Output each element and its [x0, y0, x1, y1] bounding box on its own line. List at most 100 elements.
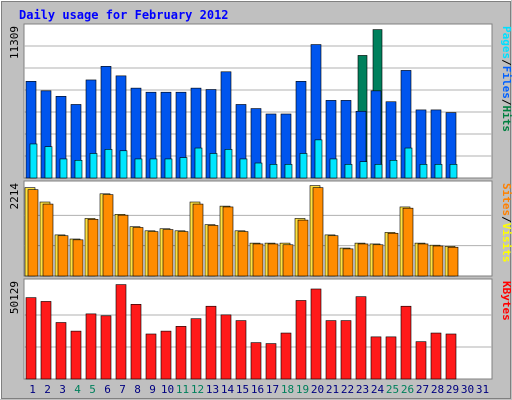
bar-pages-day-23: [359, 161, 368, 179]
panel-visits: 2214 Sites/Visits: [8, 180, 512, 277]
bar-pages-day-4: [74, 159, 83, 179]
bar-pages-day-28: [434, 164, 443, 179]
legend-kbytes: KBytes: [500, 281, 512, 321]
bar-kbytes-day-11: [175, 326, 187, 380]
x-tick-label-day-8: 8: [134, 383, 141, 396]
x-tick-label-day-26: 26: [401, 383, 414, 396]
bar-pages-day-18: [284, 164, 293, 179]
bar-sites-day-29: [447, 246, 459, 277]
legend-entry-kbytes: KBytes: [500, 281, 512, 321]
bar-pages-day-6: [104, 149, 113, 179]
bar-sites-day-19: [297, 219, 309, 277]
x-tick-label-day-3: 3: [59, 383, 66, 396]
legend-entry-sites: Sites: [500, 183, 512, 216]
bar-pages-day-13: [209, 153, 218, 179]
x-tick-label-day-20: 20: [311, 383, 324, 396]
bar-pages-day-8: [134, 158, 143, 179]
y-max-label-hits: 11309: [8, 26, 21, 59]
bar-sites-day-3: [57, 235, 69, 277]
bar-sites-day-16: [252, 243, 264, 277]
bar-kbytes-day-20: [310, 288, 322, 380]
bar-sites-day-5: [87, 218, 99, 277]
bar-sites-day-21: [327, 235, 339, 277]
x-tick-label-day-18: 18: [281, 383, 294, 396]
bar-pages-day-17: [269, 164, 278, 179]
bar-sites-day-6: [102, 194, 114, 277]
bar-pages-day-12: [194, 147, 203, 179]
bar-pages-day-16: [254, 162, 263, 179]
x-tick-label-day-22: 22: [341, 383, 354, 396]
legend-separator: /: [500, 59, 512, 66]
x-tick-label-day-25: 25: [386, 383, 399, 396]
bar-pages-day-5: [89, 153, 98, 179]
x-tick-label-day-2: 2: [44, 383, 51, 396]
x-tick-label-day-27: 27: [416, 383, 429, 396]
bar-sites-day-28: [432, 245, 444, 277]
y-max-label-kbytes: 50129: [8, 281, 21, 314]
x-tick-label-day-9: 9: [149, 383, 156, 396]
bar-pages-day-22: [344, 164, 353, 179]
bar-kbytes-day-4: [70, 330, 82, 380]
bar-kbytes-day-7: [115, 284, 127, 380]
bar-sites-day-15: [237, 231, 249, 277]
bar-kbytes-day-12: [190, 318, 202, 380]
bar-pages-day-11: [179, 157, 188, 179]
bar-kbytes-day-1: [25, 297, 37, 380]
x-tick-label-day-6: 6: [104, 383, 111, 396]
bar-pages-day-10: [164, 158, 173, 179]
chart-title: Daily usage for February 2012: [19, 8, 229, 22]
bar-pages-day-7: [119, 150, 128, 179]
x-tick-label-day-28: 28: [431, 383, 444, 396]
x-tick-label-day-7: 7: [119, 383, 126, 396]
bar-kbytes-day-25: [385, 336, 397, 380]
x-tick-label-day-11: 11: [176, 383, 189, 396]
bar-sites-day-8: [132, 227, 144, 277]
legend-entry-files: Files: [500, 66, 512, 99]
bar-pages-day-19: [299, 153, 308, 179]
bar-sites-day-4: [72, 239, 84, 277]
x-tick-label-day-24: 24: [371, 383, 385, 396]
bar-pages-day-24: [374, 164, 383, 179]
bar-sites-day-1: [27, 189, 39, 277]
legend-entry-hits: Hits: [500, 106, 512, 133]
bar-kbytes-day-14: [220, 314, 232, 380]
bar-sites-day-11: [177, 231, 189, 277]
bar-kbytes-day-18: [280, 332, 292, 380]
bar-pages-day-1: [29, 143, 38, 179]
bar-kbytes-day-23: [355, 296, 367, 380]
bar-sites-day-26: [402, 207, 414, 277]
bar-sites-day-7: [117, 214, 129, 277]
x-tick-label-day-10: 10: [161, 383, 174, 396]
bar-sites-day-25: [387, 232, 399, 277]
bar-kbytes-day-22: [340, 320, 352, 380]
bar-kbytes-day-17: [265, 343, 277, 380]
legend-visits: Sites/Visits: [500, 183, 512, 263]
bar-pages-day-15: [239, 158, 248, 179]
bar-kbytes-day-3: [55, 322, 67, 380]
legend-entry-pages: Pages: [500, 26, 512, 59]
panel-kbytes: 50129 KBytes: [8, 278, 512, 380]
bar-sites-day-22: [342, 248, 354, 277]
x-tick-label-day-14: 14: [221, 383, 235, 396]
x-tick-label-day-29: 29: [446, 383, 459, 396]
bar-kbytes-day-5: [85, 313, 97, 380]
legend-separator: /: [500, 216, 512, 223]
x-tick-label-day-4: 4: [74, 383, 81, 396]
y-max-label-visits: 2214: [8, 183, 21, 210]
bar-sites-day-20: [312, 187, 324, 277]
panel-hits: 11309 Pages/Files/Hits: [8, 23, 512, 179]
bar-pages-day-26: [404, 147, 413, 179]
x-tick-label-day-21: 21: [326, 383, 339, 396]
x-tick-label-day-31: 31: [476, 383, 489, 396]
bar-sites-day-2: [42, 203, 54, 277]
x-axis-labels: 1 2 3 4 5 6 7 8 9 10 11 12 13 14 15 16 17 18 19 20 21 22 23 24 2…: [29, 383, 489, 396]
bar-kbytes-day-6: [100, 315, 112, 380]
bar-sites-day-10: [162, 229, 174, 277]
bar-kbytes-day-19: [295, 300, 307, 380]
bar-sites-day-13: [207, 225, 219, 277]
bar-sites-day-17: [267, 243, 279, 277]
bar-sites-day-14: [222, 206, 234, 277]
bar-kbytes-day-16: [250, 342, 262, 380]
